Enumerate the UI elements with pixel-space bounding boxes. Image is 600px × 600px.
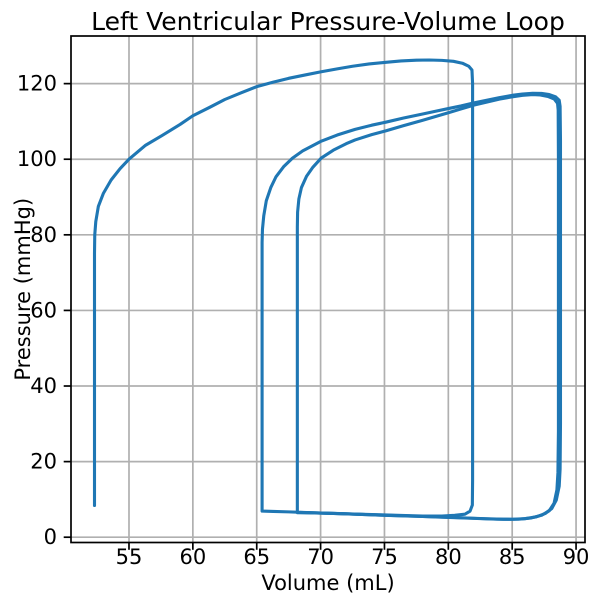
x-tick-label: 75 xyxy=(371,545,398,569)
y-tick-label: 100 xyxy=(17,147,57,171)
y-tick-label: 0 xyxy=(44,525,57,549)
x-axis-label: Volume (mL) xyxy=(261,571,394,595)
x-tick-label: 65 xyxy=(243,545,270,569)
x-tick-label: 60 xyxy=(179,545,206,569)
x-tick-label: 90 xyxy=(563,545,590,569)
y-tick-label: 60 xyxy=(30,298,57,322)
x-tick-label: 85 xyxy=(499,545,526,569)
x-tick-label: 55 xyxy=(116,545,143,569)
pv-loop-line-1 xyxy=(92,58,475,518)
y-tick-label: 40 xyxy=(30,374,57,398)
y-axis-label: Pressure (mmHg) xyxy=(11,198,35,381)
chart-title: Left Ventricular Pressure-Volume Loop xyxy=(91,7,565,36)
pv-loop-line-3 xyxy=(295,93,560,521)
axes-spines xyxy=(70,35,586,544)
y-tick-label: 120 xyxy=(17,72,57,96)
y-tick-label: 20 xyxy=(30,450,57,474)
plot-area xyxy=(71,36,585,543)
x-tick-label: 70 xyxy=(307,545,334,569)
x-tick-label: 80 xyxy=(435,545,462,569)
y-tick-label: 80 xyxy=(30,223,57,247)
